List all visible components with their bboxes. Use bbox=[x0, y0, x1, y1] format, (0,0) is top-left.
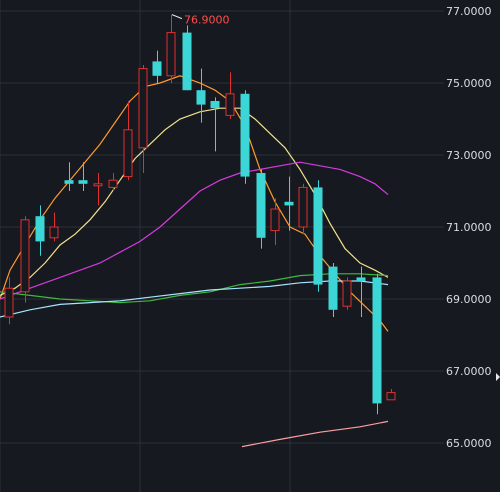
moving-average-lines bbox=[0, 75, 389, 448]
candle bbox=[342, 277, 352, 310]
y-tick-label: 75.0000 bbox=[446, 77, 492, 90]
candle bbox=[196, 68, 206, 123]
candle-body bbox=[20, 219, 30, 293]
candle-body bbox=[313, 187, 323, 285]
moving-average-line bbox=[0, 107, 389, 296]
high-value-label: 76.9000 bbox=[184, 14, 230, 27]
candle-body bbox=[166, 32, 176, 77]
candle-body bbox=[342, 280, 352, 307]
candle bbox=[78, 162, 88, 191]
candle-body bbox=[284, 201, 294, 206]
y-tick-label: 77.0000 bbox=[446, 5, 492, 18]
candle bbox=[210, 97, 220, 152]
candle-body bbox=[64, 180, 74, 184]
candle bbox=[372, 273, 382, 415]
candle bbox=[240, 90, 250, 184]
candle bbox=[4, 277, 14, 325]
candle-body bbox=[108, 179, 118, 188]
candle bbox=[166, 14, 176, 83]
moving-average-line bbox=[0, 280, 389, 318]
moving-average-line bbox=[0, 161, 389, 300]
candle bbox=[93, 173, 103, 206]
candles bbox=[4, 14, 396, 415]
candle bbox=[225, 72, 235, 119]
candle bbox=[152, 50, 162, 83]
candle bbox=[356, 266, 366, 317]
candle-body bbox=[4, 287, 14, 318]
candle-body bbox=[123, 129, 133, 178]
y-axis: 77.0000 75.0000 73.0000 71.0000 69.0000 67.00… bbox=[446, 5, 500, 450]
candle bbox=[20, 216, 30, 303]
candle bbox=[49, 212, 59, 242]
candle-body bbox=[256, 173, 266, 238]
candle-body bbox=[356, 277, 366, 281]
candle bbox=[386, 389, 396, 401]
candle-body bbox=[49, 226, 59, 239]
candle bbox=[313, 180, 323, 292]
annotations: 76.9000 bbox=[171, 14, 230, 27]
cursor-arrow-icon bbox=[496, 373, 500, 381]
candle bbox=[328, 263, 338, 317]
y-tick-label: 69.0000 bbox=[446, 293, 492, 306]
high-pointer bbox=[171, 14, 183, 20]
candle-body bbox=[196, 90, 206, 105]
candle-body bbox=[93, 183, 103, 187]
candle bbox=[182, 25, 192, 91]
candle bbox=[138, 65, 148, 173]
candle bbox=[108, 173, 118, 191]
candle-body bbox=[35, 216, 45, 242]
y-tick-label: 65.0000 bbox=[446, 437, 492, 450]
grid bbox=[0, 0, 444, 492]
candle-body bbox=[386, 392, 396, 401]
moving-average-line bbox=[241, 420, 389, 448]
candle-body bbox=[152, 61, 162, 76]
candle-body bbox=[240, 93, 250, 177]
candle-body bbox=[210, 101, 220, 109]
moving-average-line bbox=[0, 273, 389, 304]
candle-body bbox=[270, 208, 280, 232]
candle bbox=[123, 101, 133, 181]
candle-body bbox=[328, 266, 338, 310]
candle bbox=[284, 176, 294, 231]
candle-body bbox=[138, 68, 148, 149]
y-tick-label: 73.0000 bbox=[446, 149, 492, 162]
candle bbox=[256, 169, 266, 249]
y-tick-label: 71.0000 bbox=[446, 221, 492, 234]
candle bbox=[35, 205, 45, 256]
candle bbox=[298, 183, 308, 235]
candle bbox=[270, 198, 280, 245]
y-tick-label: 67.0000 bbox=[446, 365, 492, 378]
candle bbox=[64, 162, 74, 191]
candle-body bbox=[298, 186, 308, 228]
candle-body bbox=[78, 180, 88, 184]
candle-body bbox=[225, 93, 235, 116]
candle-body bbox=[182, 32, 192, 91]
candle-body bbox=[372, 277, 382, 404]
